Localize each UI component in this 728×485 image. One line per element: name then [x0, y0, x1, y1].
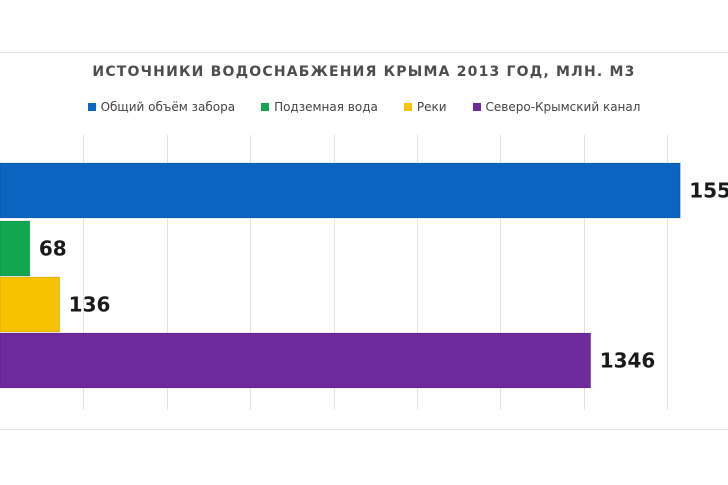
legend-label-rivers: Реки	[416, 100, 447, 114]
legend-swatch-rivers	[403, 103, 412, 111]
legend-label-total: Общий объём забора	[100, 100, 236, 114]
value-label-canal: 1346	[600, 349, 656, 373]
value-label-rivers: 136	[69, 293, 111, 317]
legend-swatch-canal	[472, 103, 481, 111]
chart-legend: Общий объём забора Подземная вода Реки С…	[0, 100, 728, 114]
chart-frame	[0, 52, 728, 430]
bar-groundwater	[0, 220, 31, 277]
legend-item-canal: Северо-Крымский канал	[472, 100, 641, 114]
chart-title: ИСТОЧНИКИ ВОДОСНАБЖЕНИЯ КРЫМА 2013 ГОД, …	[92, 64, 636, 80]
legend-item-total: Общий объём забора	[87, 100, 236, 114]
legend-swatch-groundwater	[261, 103, 270, 111]
legend-label-canal: Северо-Крымский канал	[485, 100, 641, 114]
legend-label-groundwater: Подземная вода	[274, 100, 378, 114]
legend-item-groundwater: Подземная вода	[261, 100, 378, 114]
legend-item-rivers: Реки	[403, 100, 447, 114]
legend-swatch-total	[87, 103, 96, 111]
bar-canal	[0, 332, 592, 389]
bar-rivers	[0, 276, 61, 333]
bar-total	[0, 162, 681, 219]
value-label-groundwater: 68	[39, 237, 67, 261]
bars	[0, 162, 681, 389]
value-label-total: 1550	[689, 179, 728, 203]
value-labels: 1550 68 136 1346	[39, 179, 728, 373]
